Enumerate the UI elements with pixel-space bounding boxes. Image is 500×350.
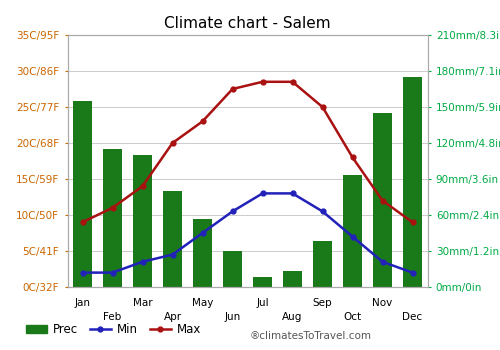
Bar [253, 278, 272, 287]
Text: Oct: Oct [344, 312, 361, 322]
Bar [103, 149, 122, 287]
Bar [163, 191, 182, 287]
Text: Jun: Jun [224, 312, 240, 322]
Text: Sep: Sep [312, 298, 332, 308]
Text: Nov: Nov [372, 298, 392, 308]
Bar [343, 175, 362, 287]
Text: Apr: Apr [164, 312, 182, 322]
Text: Aug: Aug [282, 312, 302, 322]
Text: ®climatesToTravel.com: ®climatesToTravel.com [250, 331, 372, 341]
Bar [73, 101, 92, 287]
Text: Dec: Dec [402, 312, 422, 322]
Text: Jan: Jan [74, 298, 90, 308]
Text: Mar: Mar [132, 298, 152, 308]
Text: Feb: Feb [104, 312, 122, 322]
Text: Jul: Jul [256, 298, 269, 308]
Bar [313, 241, 332, 287]
Bar [193, 219, 212, 287]
Text: May: May [192, 298, 213, 308]
Bar [223, 251, 242, 287]
Legend: Prec, Min, Max: Prec, Min, Max [21, 318, 206, 341]
Bar [133, 155, 152, 287]
Title: Climate chart - Salem: Climate chart - Salem [164, 16, 331, 31]
Bar [283, 271, 302, 287]
Bar [403, 77, 422, 287]
Bar [373, 113, 392, 287]
